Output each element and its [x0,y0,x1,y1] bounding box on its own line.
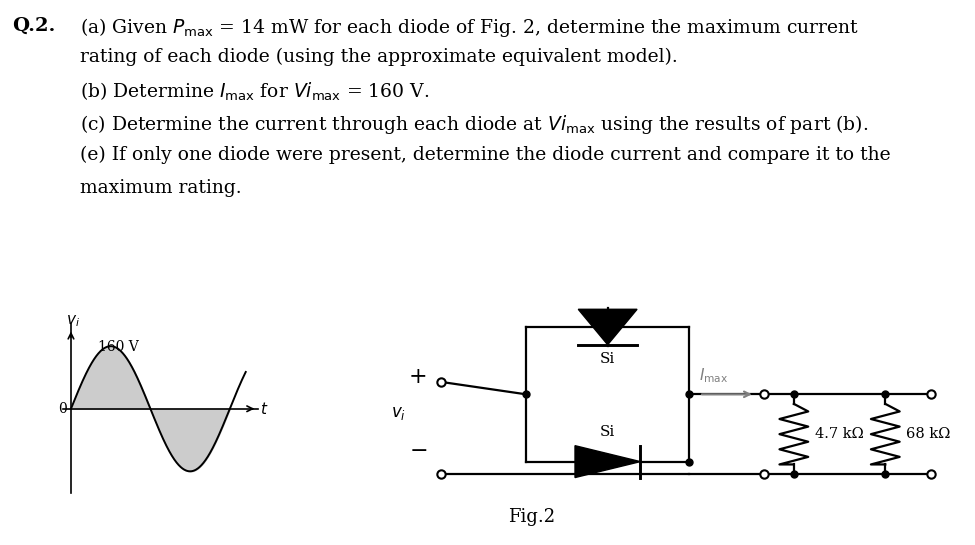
Text: Si: Si [600,425,615,439]
Text: (b) Determine $I_{\mathrm{max}}$ for $Vi_{\mathrm{max}}$ = 160 V.: (b) Determine $I_{\mathrm{max}}$ for $Vi… [80,81,429,103]
Text: Fig.2: Fig.2 [508,508,555,526]
Text: $I_{\mathrm{max}}$: $I_{\mathrm{max}}$ [699,367,728,385]
Text: $t$: $t$ [259,401,268,417]
Text: $v_i$: $v_i$ [66,313,80,329]
Polygon shape [578,310,637,345]
Text: $v_i$: $v_i$ [391,405,407,422]
Text: (c) Determine the current through each diode at $Vi_{\mathrm{max}}$ using the re: (c) Determine the current through each d… [80,113,869,136]
Text: 68 kΩ: 68 kΩ [906,427,951,441]
Text: rating of each diode (using the approximate equivalent model).: rating of each diode (using the approxim… [80,48,678,66]
Text: 0: 0 [58,402,66,416]
Text: +: + [409,366,428,387]
Text: $-$: $-$ [410,438,427,460]
Text: maximum rating.: maximum rating. [80,179,242,197]
Text: (e) If only one diode were present, determine the diode current and compare it t: (e) If only one diode were present, dete… [80,146,890,164]
Polygon shape [575,446,641,477]
Text: 160 V: 160 V [98,340,138,354]
Text: Q.2.: Q.2. [12,16,55,34]
Text: 4.7 kΩ: 4.7 kΩ [815,427,864,441]
Text: Si: Si [600,352,615,366]
Text: (a) Given $P_{\mathrm{max}}$ = 14 mW for each diode of Fig. 2, determine the max: (a) Given $P_{\mathrm{max}}$ = 14 mW for… [80,16,859,39]
